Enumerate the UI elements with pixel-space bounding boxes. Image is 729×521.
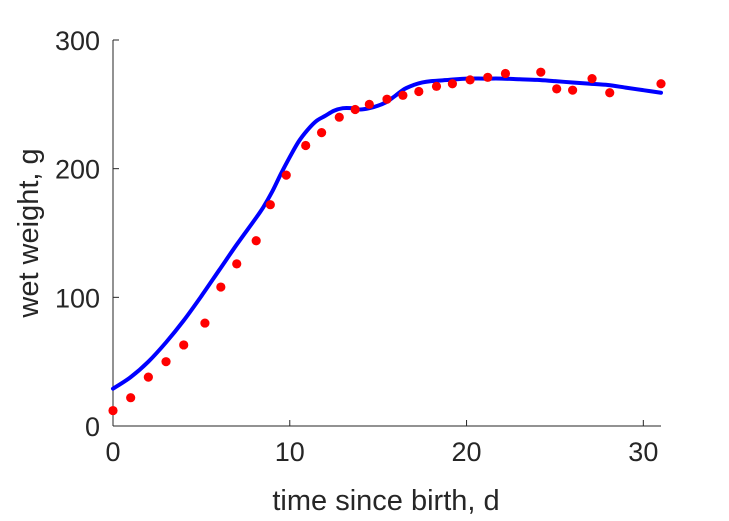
data-point [382, 94, 392, 104]
data-point [568, 85, 578, 95]
data-point [483, 72, 493, 82]
data-point [536, 67, 546, 77]
y-tick-label: 200 [55, 155, 100, 185]
data-point [251, 236, 261, 246]
data-points-group [108, 67, 666, 416]
data-point [281, 170, 291, 180]
data-point [143, 372, 153, 382]
x-tick-label: 30 [628, 437, 658, 467]
data-point [465, 75, 475, 85]
data-point [316, 128, 327, 138]
data-point [108, 405, 118, 416]
data-point [552, 84, 562, 94]
y-tick-label: 300 [55, 26, 100, 56]
data-point [398, 90, 408, 100]
x-tick-label: 10 [275, 437, 305, 467]
x-tick-label: 0 [105, 437, 120, 467]
data-point [232, 259, 242, 269]
x-axis-label: time since birth, d [272, 485, 499, 517]
y-axis-label: wet weight, g [13, 148, 45, 318]
data-point [587, 74, 597, 84]
data-point [431, 81, 442, 91]
data-point [500, 68, 511, 79]
x-tick-label: 20 [452, 437, 482, 467]
data-point [126, 393, 136, 403]
fit-curve [111, 76, 663, 391]
data-point [656, 79, 666, 89]
data-point [301, 140, 311, 151]
data-point [179, 340, 189, 350]
data-point [265, 200, 275, 210]
data-point [216, 282, 226, 292]
y-tick-label: 0 [85, 412, 100, 442]
y-tick-label: 100 [55, 283, 100, 313]
data-point [200, 318, 210, 328]
data-point [334, 112, 344, 122]
data-point [605, 88, 615, 98]
data-point [364, 99, 374, 109]
fit-curve-group [111, 76, 663, 391]
data-point [414, 86, 424, 97]
data-point [350, 104, 360, 115]
data-point [447, 79, 458, 89]
data-point [161, 357, 171, 367]
